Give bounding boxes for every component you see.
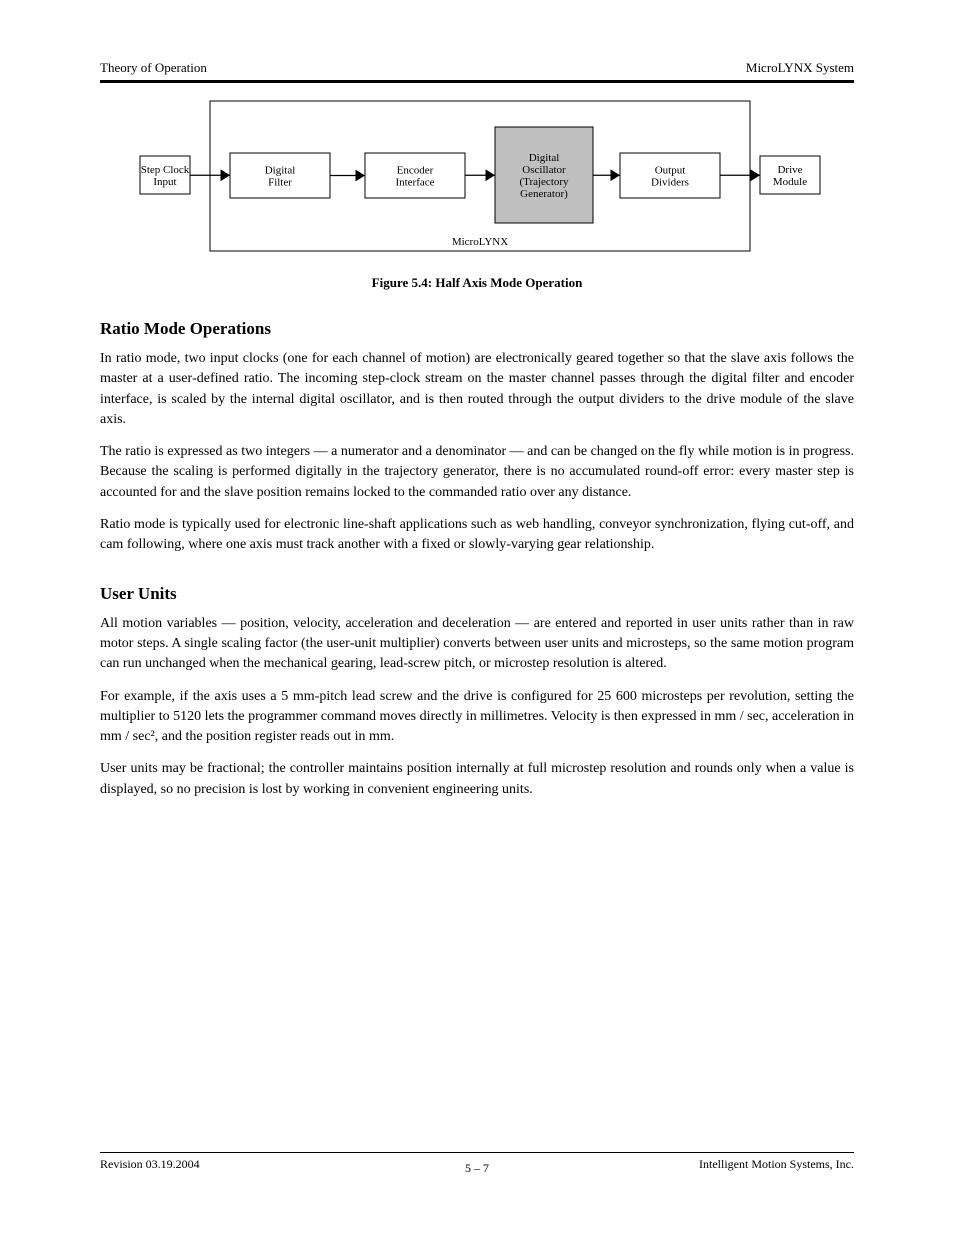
svg-text:Interface: Interface bbox=[395, 177, 434, 189]
figure-half-axis: MicroLYNXStep ClockInputDigitalFilterEnc… bbox=[100, 91, 854, 271]
svg-text:Module: Module bbox=[773, 176, 807, 188]
section-heading-1: User Units bbox=[100, 584, 854, 604]
page-footer: Revision 03.19.2004 Intelligent Motion S… bbox=[100, 1152, 854, 1175]
section-1-para-0: All motion variables — position, velocit… bbox=[100, 614, 854, 675]
svg-text:Encoder: Encoder bbox=[397, 165, 434, 177]
page-header: Theory of Operation MicroLYNX System bbox=[100, 60, 854, 76]
svg-text:Output: Output bbox=[655, 165, 686, 177]
section-1-para-1: For example, if the axis uses a 5 mm‑pit… bbox=[100, 687, 854, 748]
svg-text:Digital: Digital bbox=[265, 165, 296, 177]
svg-text:Filter: Filter bbox=[268, 177, 292, 189]
svg-text:Step Clock: Step Clock bbox=[141, 164, 190, 176]
svg-text:Oscillator: Oscillator bbox=[522, 164, 566, 176]
svg-text:Generator): Generator) bbox=[520, 188, 568, 200]
footer-page-number: 5 – 7 bbox=[100, 1161, 854, 1176]
svg-text:Digital: Digital bbox=[529, 152, 560, 164]
svg-text:Input: Input bbox=[153, 176, 176, 188]
header-left: Theory of Operation bbox=[100, 60, 207, 76]
figure-caption: Figure 5.4: Half Axis Mode Operation bbox=[100, 275, 854, 291]
header-right: MicroLYNX System bbox=[746, 60, 854, 76]
svg-text:Drive: Drive bbox=[777, 164, 802, 176]
svg-text:MicroLYNX: MicroLYNX bbox=[452, 236, 508, 248]
svg-text:Dividers: Dividers bbox=[651, 177, 689, 189]
section-0-para-0: In ratio mode, two input clocks (one for… bbox=[100, 349, 854, 430]
section-0-para-1: The ratio is expressed as two integers —… bbox=[100, 442, 854, 503]
section-0-para-2: Ratio mode is typically used for electro… bbox=[100, 515, 854, 556]
section-heading-0: Ratio Mode Operations bbox=[100, 319, 854, 339]
section-1-para-2: User units may be fractional; the contro… bbox=[100, 759, 854, 800]
footer-rule bbox=[100, 1152, 854, 1153]
header-rule bbox=[100, 80, 854, 83]
svg-text:(Trajectory: (Trajectory bbox=[519, 176, 569, 188]
